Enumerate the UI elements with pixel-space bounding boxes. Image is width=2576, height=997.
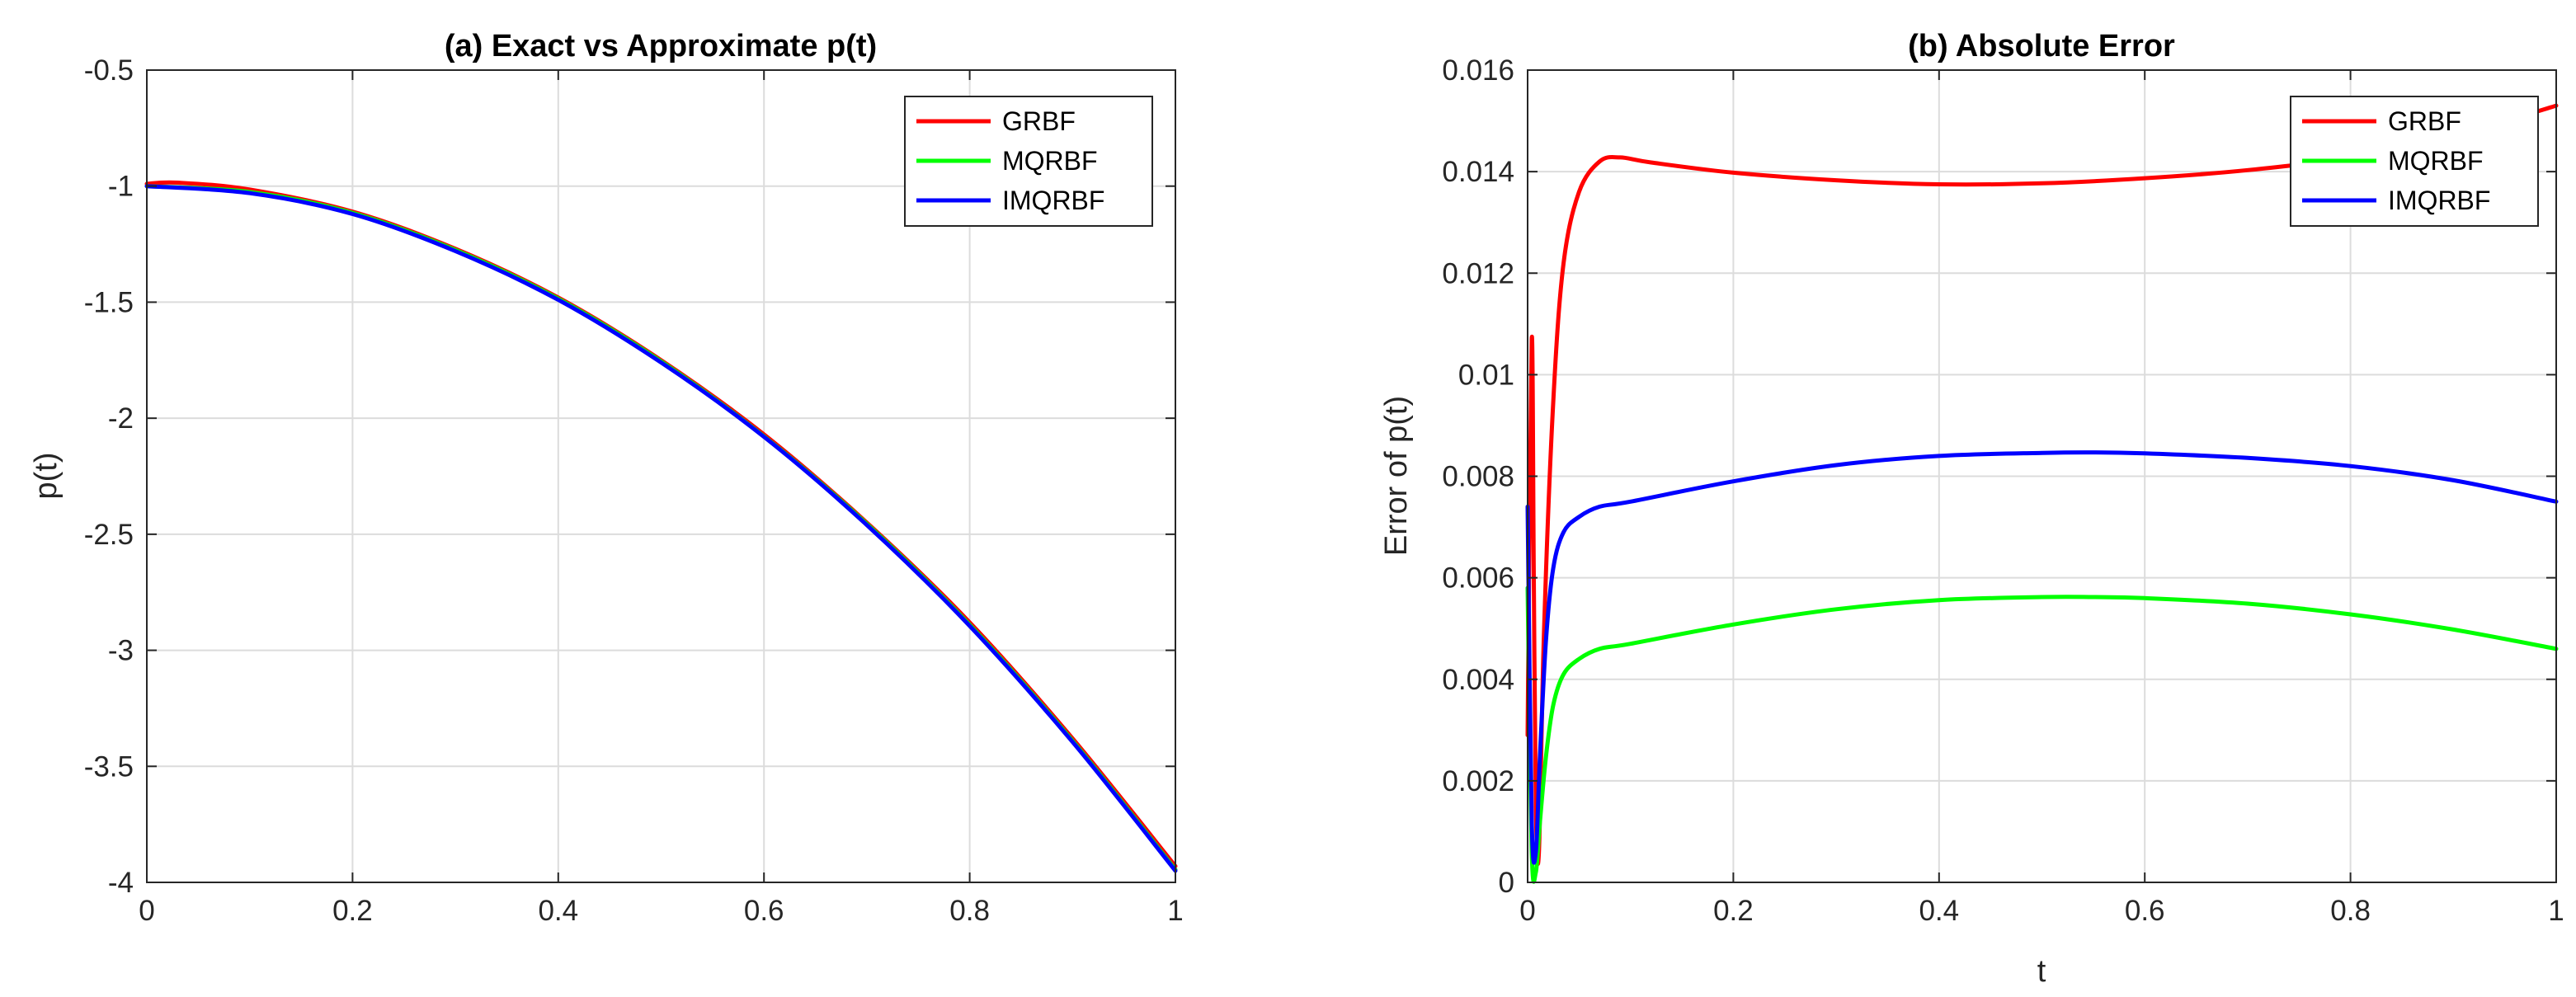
legend: GRBF MQRBF IMQRBF [2290, 96, 2539, 227]
x-tick-label: 1 [1167, 895, 1183, 927]
chart-title: (a) Exact vs Approximate p(t) [445, 29, 877, 63]
legend-label-mqrbf: MQRBF [2388, 146, 2484, 176]
y-tick-label: 0.014 [1442, 156, 1514, 188]
y-tick-label: -1 [108, 171, 134, 203]
y-tick-label: 0.016 [1442, 54, 1514, 87]
series-line-grbf [1525, 103, 2559, 866]
chart-title: (b) Absolute Error [1908, 29, 2175, 63]
x-tick-label: 0.2 [1713, 895, 1754, 927]
legend: GRBF MQRBF IMQRBF [904, 96, 1153, 227]
y-axis-title: Error of p(t) [1379, 396, 1414, 556]
x-tick-label: 0.8 [2330, 895, 2371, 927]
legend-label-grbf: GRBF [1002, 106, 1076, 136]
x-tick-label: 0.4 [538, 895, 578, 927]
y-tick-label: 0.006 [1442, 562, 1514, 595]
chart-exact-vs-approximate: 0 0.2 0.4 0.6 0.8 1 -4-3.5-3-2.5-2-1.5-1-0.5 … [29, 29, 1184, 927]
series-lines [144, 180, 1178, 873]
x-tick-label: 0 [1519, 895, 1535, 927]
x-tick-label: 0 [139, 895, 154, 927]
x-axis: 0 0.2 0.4 0.6 0.8 1 [1519, 70, 2564, 927]
y-tick-label: 0.008 [1442, 461, 1514, 493]
x-tick-label: 0.8 [949, 895, 990, 927]
legend-box [2290, 96, 2539, 227]
x-tick-label: 0.4 [1919, 895, 1959, 927]
y-tick-label: 0.004 [1442, 664, 1514, 696]
legend-label-imqrbf: IMQRBF [2388, 186, 2490, 215]
chart-absolute-error: 0 0.2 0.4 0.6 0.8 1 0 0.002 0.004 0.006 0.008 0.01… [1379, 29, 2564, 989]
legend-label-imqrbf: IMQRBF [1002, 186, 1104, 215]
x-axis-title: t [2037, 954, 2046, 989]
x-tick-label: 1 [2548, 895, 2564, 927]
x-tick-label: 0.2 [332, 895, 373, 927]
y-tick-label: -1.5 [84, 286, 134, 318]
x-tick-label: 0.6 [2125, 895, 2165, 927]
y-tick-label: -4 [108, 867, 134, 899]
y-axis-title: p(t) [29, 453, 64, 500]
y-tick-label: 0.012 [1442, 257, 1514, 289]
y-tick-label: -0.5 [84, 54, 134, 87]
y-tick-label: -3.5 [84, 750, 134, 783]
y-tick-label: -3 [108, 635, 134, 667]
y-axis: -4 -3.5 -3 -2.5 -2 -1.5 -1 -0.5 [84, 54, 1175, 899]
y-axis: 0 0.002 0.004 0.006 0.008 0.01 0.012 0.014 0.016 [1442, 54, 2556, 899]
x-axis: 0 0.2 0.4 0.6 0.8 1 [139, 70, 1184, 927]
series-line-imqrbf [1525, 450, 2559, 865]
y-tick-label: -2.5 [84, 519, 134, 551]
y-tick-label: 0.01 [1458, 359, 1514, 391]
legend-label-grbf: GRBF [2388, 106, 2461, 136]
series-line-imqrbf [144, 184, 1178, 873]
series-lines [1525, 103, 2559, 884]
y-tick-label: -2 [108, 402, 134, 435]
legend-label-mqrbf: MQRBF [1002, 146, 1098, 176]
axes-frame [146, 69, 1176, 883]
y-tick-label: 0 [1499, 867, 1514, 899]
x-tick-label: 0.6 [744, 895, 784, 927]
y-tick-label: 0.002 [1442, 765, 1514, 797]
